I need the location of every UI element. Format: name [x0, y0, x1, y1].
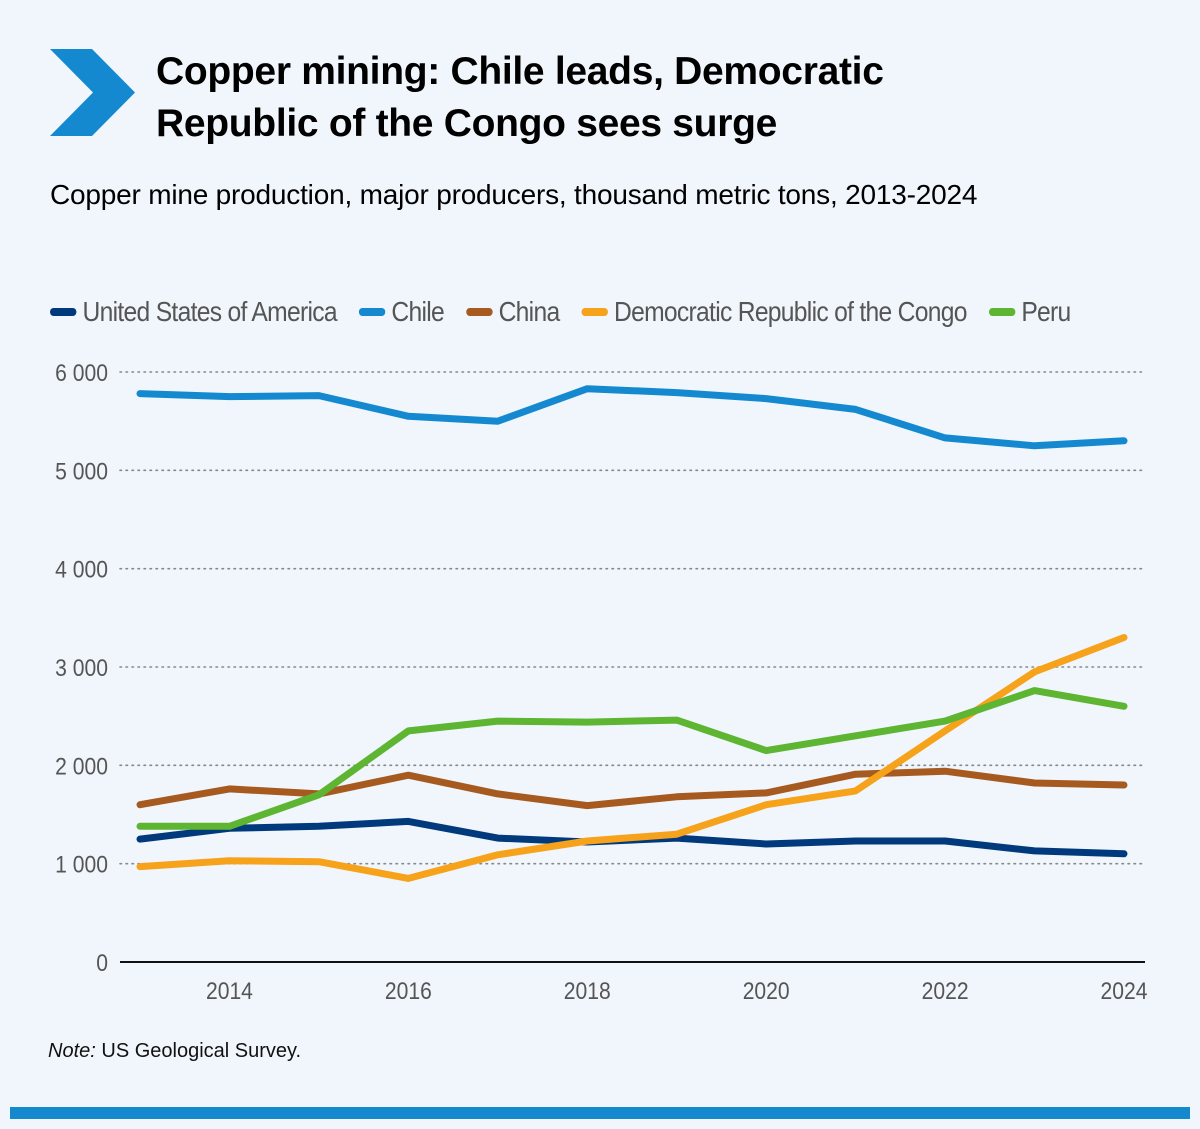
legend-item[interactable]: China: [466, 296, 561, 328]
legend-swatch: [466, 308, 493, 316]
x-tick-label: 2024: [1101, 978, 1148, 1005]
x-tick-label: 2014: [206, 978, 253, 1005]
legend-swatch: [581, 308, 608, 316]
x-tick-label: 2022: [922, 978, 969, 1005]
y-tick-label: 1 000: [55, 851, 108, 878]
legend-item[interactable]: Democratic Republic of the Congo: [581, 296, 967, 328]
x-tick-label: 2016: [385, 978, 432, 1005]
legend-item[interactable]: Peru: [988, 296, 1071, 328]
x-tick-label: 2018: [564, 978, 611, 1005]
series-line-peru: [136, 687, 1128, 830]
y-tick-label: 4 000: [55, 556, 108, 583]
chart-title: Copper mining: Chile leads, Democratic R…: [156, 50, 884, 145]
x-tick-label: 2020: [743, 978, 790, 1005]
legend: United States of America Chile China Democr…: [50, 294, 1093, 330]
bottom-accent-bar: [10, 1107, 1190, 1119]
legend-item[interactable]: United States of America: [50, 296, 338, 328]
note-text: US Geological Survey.: [95, 1040, 302, 1062]
legend-item[interactable]: Chile: [358, 296, 445, 328]
y-tick-label: 3 000: [55, 655, 108, 682]
y-tick-label: 0: [96, 950, 108, 977]
chart-subtitle: Copper mine production, major producers,…: [50, 179, 978, 210]
legend-label: United States of America: [82, 296, 338, 327]
y-tick-label: 5 000: [55, 458, 108, 485]
note-label: Note:: [48, 1040, 96, 1062]
legend-label: Democratic Republic of the Congo: [614, 296, 967, 327]
line-chart: 0 1 000 2 000 3 000 4 000 5 000 6 000 2014 2016 2…: [55, 360, 1148, 1005]
legend-label: Chile: [391, 296, 445, 327]
legend-label: Peru: [1021, 296, 1071, 327]
legend-swatch: [988, 308, 1016, 316]
series-line-chile: [136, 385, 1128, 450]
y-tick-label: 2 000: [55, 753, 108, 780]
chevron-right-icon: [50, 49, 135, 136]
source-note: Note: US Geological Survey.: [48, 1040, 301, 1063]
y-tick-label: 6 000: [55, 360, 108, 387]
series-line-democratic-republic-of-the-congo: [136, 634, 1128, 882]
legend-label: China: [498, 296, 561, 327]
legend-swatch: [50, 308, 77, 316]
legend-swatch: [358, 308, 386, 316]
series-line-china: [136, 767, 1128, 810]
